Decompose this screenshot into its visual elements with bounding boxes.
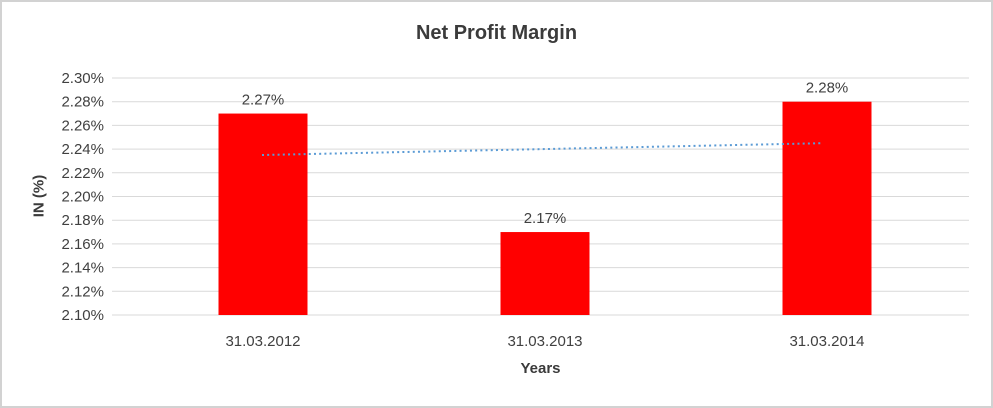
y-axis-tick-label: 2.28% — [61, 94, 104, 111]
y-axis-tick-label: 2.30% — [61, 70, 104, 87]
x-axis-tick-label: 31.03.2012 — [225, 333, 300, 350]
bar-value-label: 2.17% — [524, 210, 567, 227]
bar-value-label: 2.28% — [806, 80, 849, 97]
y-axis-tick-label: 2.14% — [61, 260, 104, 277]
bar-31.03.2013 — [500, 232, 590, 315]
y-axis-tick-label: 2.10% — [61, 307, 104, 324]
bar-31.03.2014 — [782, 101, 872, 315]
chart-title: Net Profit Margin — [415, 22, 578, 44]
y-axis-tick-label: 2.12% — [61, 283, 104, 300]
y-axis-tick-label: 2.24% — [61, 141, 104, 158]
y-axis-tick-label: 2.22% — [61, 165, 104, 182]
y-axis-tick-label: 2.26% — [61, 117, 104, 134]
x-axis-title: Years — [520, 360, 561, 377]
y-axis-tick-label: 2.20% — [61, 189, 104, 206]
bar-value-label: 2.27% — [242, 92, 285, 109]
y-axis-tick-label: 2.18% — [61, 212, 104, 229]
bar-31.03.2012 — [218, 113, 308, 315]
x-axis-tick-label: 31.03.2014 — [789, 333, 864, 350]
y-axis-tick-label: 2.16% — [61, 236, 104, 253]
x-axis-tick-label: 31.03.2013 — [507, 333, 582, 350]
